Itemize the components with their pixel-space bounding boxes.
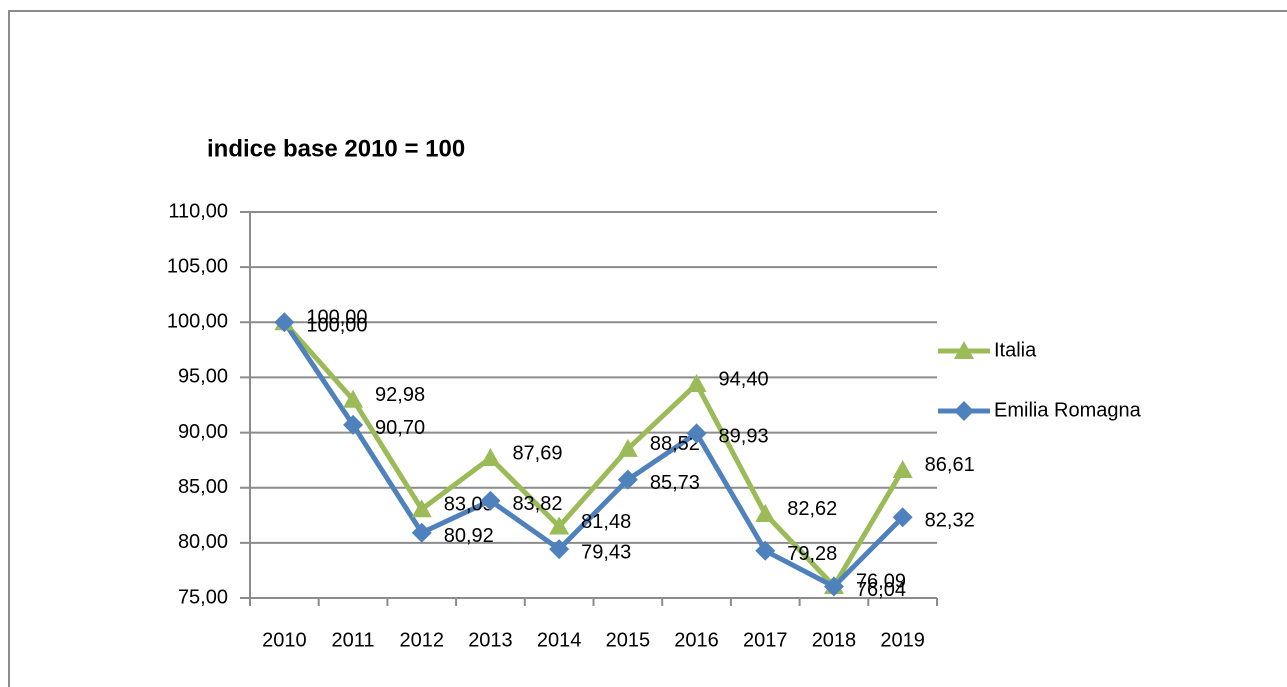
data-label: 89,93 — [719, 426, 769, 448]
y-tick-label: 75,00 — [178, 586, 228, 608]
marker — [617, 438, 638, 457]
marker — [480, 448, 501, 467]
y-tick-label: 100,00 — [167, 311, 228, 333]
y-tick-label: 80,00 — [178, 531, 228, 553]
x-tick-label: 2011 — [332, 629, 375, 651]
data-label: 83,82 — [512, 493, 562, 515]
data-label: 79,28 — [787, 543, 837, 565]
x-tick-label: 2019 — [880, 629, 925, 651]
x-tick-label: 2016 — [674, 629, 719, 651]
data-label: 88,52 — [650, 433, 700, 455]
legend-label: Italia — [994, 339, 1037, 361]
data-label: 82,32 — [925, 510, 975, 532]
marker — [755, 540, 776, 561]
y-tick-label: 110,00 — [168, 200, 228, 222]
marker — [343, 389, 364, 408]
x-tick-label: 2015 — [606, 629, 651, 651]
x-tick-label: 2012 — [400, 629, 445, 651]
series-line — [282, 320, 905, 589]
data-label: 100,00 — [306, 307, 367, 329]
data-label: 82,62 — [787, 498, 837, 520]
data-label: 76,04 — [856, 579, 906, 601]
y-tick-label: 105,00 — [167, 255, 228, 277]
marker — [686, 374, 707, 393]
y-tick-label: 95,00 — [178, 366, 228, 388]
marker — [480, 490, 501, 511]
x-tick-label: 2017 — [743, 629, 788, 651]
marker — [892, 459, 913, 478]
marker — [274, 312, 295, 333]
marker — [617, 469, 638, 490]
marker — [343, 414, 364, 435]
data-label: 90,70 — [375, 417, 425, 439]
x-tick-label: 2013 — [468, 629, 513, 651]
frame — [8, 10, 1287, 687]
marker — [549, 539, 570, 560]
marker — [954, 341, 974, 359]
y-tick-label: 85,00 — [178, 476, 228, 498]
y-tick-label: 90,00 — [178, 421, 228, 443]
marker — [411, 499, 432, 518]
data-label: 85,73 — [650, 472, 700, 494]
series-line — [282, 320, 905, 590]
marker — [411, 522, 432, 543]
x-tick-label: 2010 — [262, 629, 307, 651]
marker — [549, 516, 570, 535]
marker — [892, 507, 913, 528]
marker — [686, 423, 707, 444]
legend-label: Emilia Romagna — [994, 399, 1142, 421]
data-label: 79,43 — [581, 541, 631, 563]
marker — [823, 576, 844, 597]
data-label: 83,05 — [444, 494, 494, 516]
data-label: 80,92 — [444, 525, 494, 547]
x-tick-label: 2018 — [812, 629, 857, 651]
data-label: 87,69 — [512, 442, 562, 464]
x-tick-label: 2014 — [537, 629, 582, 651]
marker — [755, 503, 776, 522]
data-label: 81,48 — [581, 511, 631, 533]
chart-title: indice base 2010 = 100 — [207, 135, 465, 162]
data-label: 92,98 — [375, 384, 425, 406]
data-label: 76,09 — [856, 570, 906, 592]
data-label: 100,00 — [306, 315, 367, 337]
marker — [954, 401, 974, 421]
data-label: 94,40 — [719, 368, 769, 390]
data-label: 86,61 — [925, 454, 975, 476]
